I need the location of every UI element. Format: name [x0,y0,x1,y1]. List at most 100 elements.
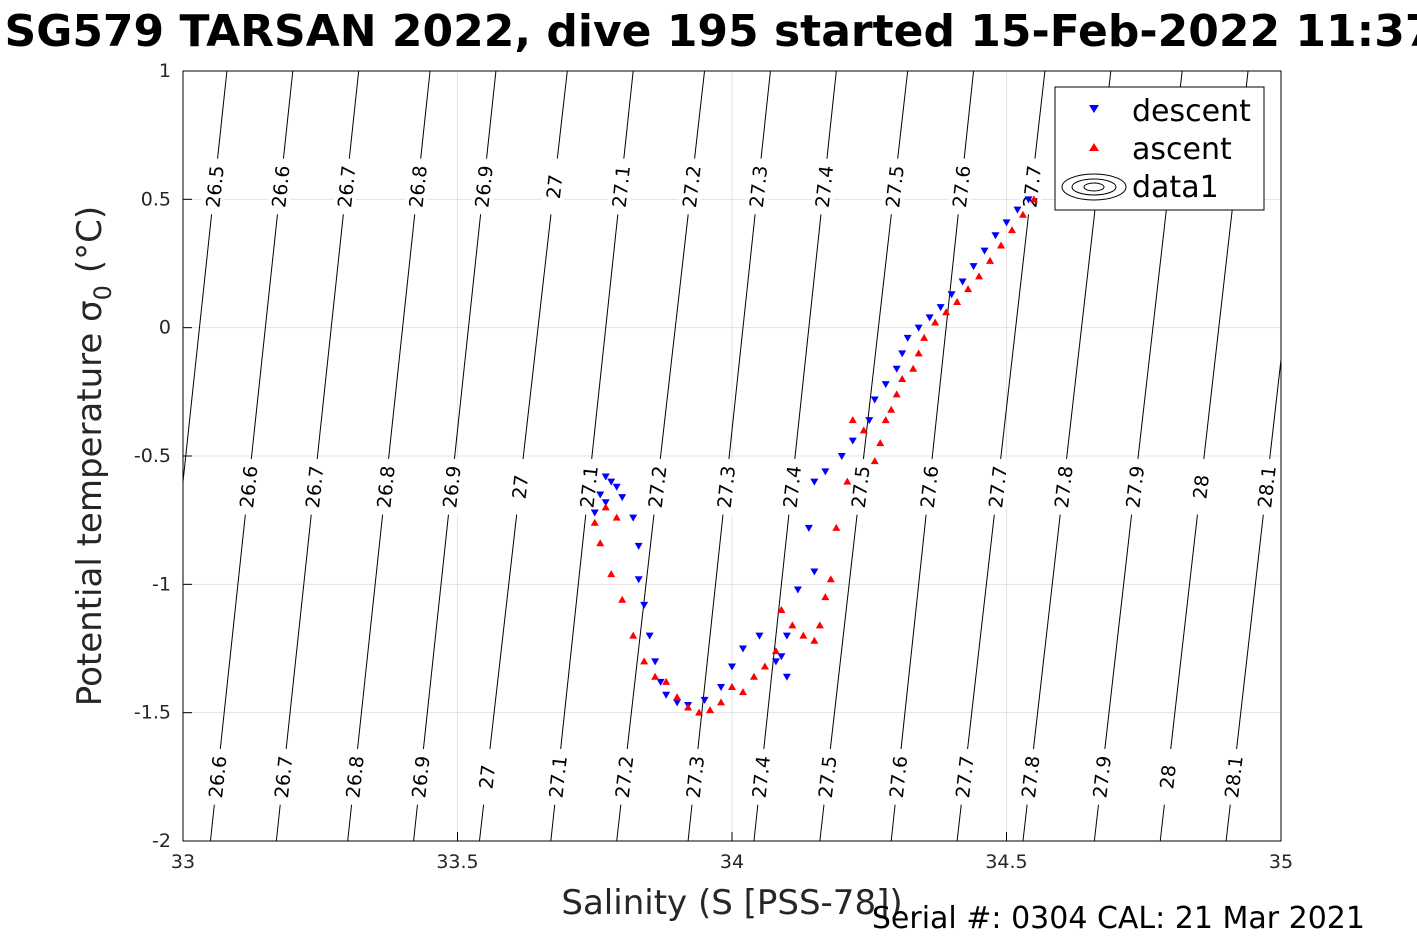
contour-label-bg [437,457,466,516]
contour-label-bg [371,457,400,516]
x-tick-label: 33 [171,851,195,873]
ascent-point [777,606,786,613]
chart-title: SG579 TARSAN 2022, dive 195 started 15-F… [5,6,1417,57]
contour-label-bg [609,747,639,806]
y-axis-label-unit: (°C) [70,206,110,273]
ascent-point [859,426,868,434]
ascent-point [717,698,726,706]
contour-label: 27.2 [679,164,706,209]
descent-point [777,653,786,661]
descent-point [612,483,621,491]
contour-label: 26.9 [471,164,497,208]
ascent-point [673,693,682,701]
ascent-point [651,672,660,680]
ascent-point [601,503,610,511]
axis-ticks: 33 33.5 34 34.5 35 1 0.5 0 -0.5 -1 -1.5 -2 [134,60,1293,873]
ascent-point [596,539,605,547]
ascent-point [1029,195,1038,203]
contour-label-bg [1153,747,1182,806]
contour-label-bg [947,157,976,216]
y-tick-label: -0.5 [134,445,171,467]
ascent-point [1007,226,1016,234]
contour-label: 26.8 [373,465,399,509]
contour-label: 26.8 [342,755,368,799]
contour-label-bg [643,457,672,516]
descent-point [673,699,682,707]
descent-point [821,468,830,476]
contour-label-bg [983,457,1012,516]
contour-label-bg [777,457,806,516]
contour-label: 27.1 [577,465,603,509]
contour-label-bg [472,747,501,806]
ascent-point [920,333,929,341]
contour-label: 27 [543,173,568,200]
descent-point [618,494,627,502]
legend: descent ascent data1 [1054,86,1265,211]
contour-label: 27.3 [683,755,709,799]
y-axis-label-text: Potential temperature σ [70,300,110,706]
y-tick-label: 0.5 [141,188,171,210]
contour-label-bg [1016,747,1045,806]
ascent-point [997,241,1006,249]
legend-descent-marker [1089,105,1099,113]
contour-label: 26.6 [236,465,262,509]
contour-label-bg [681,747,709,806]
descent-point [645,632,654,640]
descent-point [601,499,610,507]
contour-label-bg [234,457,263,516]
descent-point [700,696,709,704]
descent-point [870,396,879,404]
descent-point [640,601,649,609]
legend-data1-label: data1 [1132,170,1219,205]
y-tick-label: 0 [159,317,171,339]
y-axis-label: Potential temperature σ0 (°C) [70,206,117,706]
contour-label-bg [332,157,361,216]
ascent-point [749,672,758,680]
descent-point [980,247,989,255]
descent-point [717,684,726,691]
ascent-point [826,575,835,583]
descent-point [810,478,819,486]
contour-label: 27.6 [949,164,975,208]
contour-label-bg [1049,457,1078,516]
descent-point [925,314,934,322]
contour-label: 26.8 [406,164,432,208]
contour-label: 27.7 [985,465,1012,510]
descent-point [865,417,874,425]
y-tick-label: -1.5 [134,702,171,724]
legend-box [1054,86,1265,211]
contour-label: 27 [509,474,534,501]
ascent-point [590,518,599,526]
ascent-point [618,595,627,603]
descent-point [629,514,638,522]
ascent-point [953,298,962,305]
ascent-point [964,285,973,293]
ascent-point [821,593,830,601]
contour-label: 27.9 [1089,755,1116,800]
contour-label: 27.3 [714,465,740,509]
x-tick-label: 35 [1269,851,1293,873]
contour-label: 26.9 [439,465,465,509]
ascent-point [986,256,995,264]
contour-label: 27.1 [609,164,635,208]
contour-label: 26.9 [408,755,434,799]
ascent-point [881,416,890,424]
contour-label: 27.4 [780,465,806,509]
descent-point [1024,196,1033,204]
descent-point [898,350,907,358]
contour-label-bg [543,747,572,806]
contour-label-bg [884,747,912,806]
series-descent [590,196,1033,709]
ascent-point [887,405,896,413]
contour-label-bg [677,157,706,216]
descent-point [656,678,665,686]
ascent-point [706,706,715,714]
descent-point [958,278,967,286]
descent-point [782,673,791,681]
ascent-point [799,631,808,639]
contour-label: 26.7 [302,465,328,509]
ascent-point [612,513,621,521]
contour-label-bg [203,747,232,806]
ascent-point [695,708,704,716]
